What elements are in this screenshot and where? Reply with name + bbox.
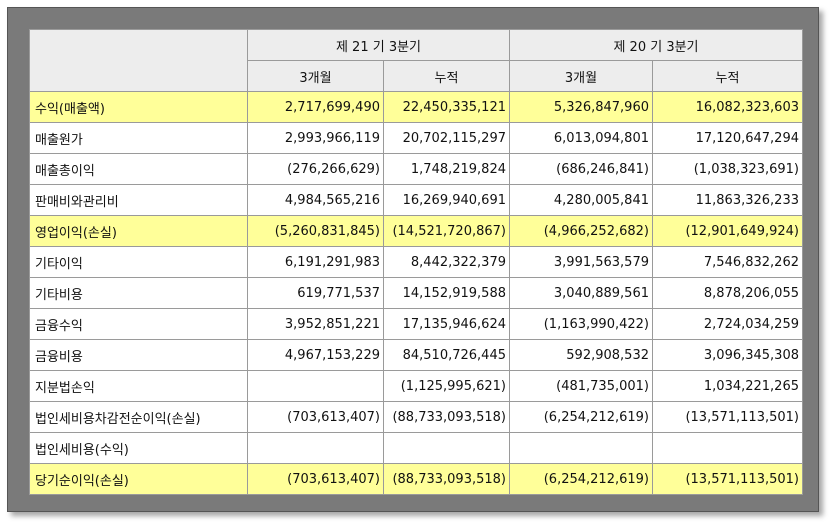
- table-row: 법인세비용차감전순이익(손실) (703,613,407) (88,733,093,…: [29, 401, 803, 433]
- prior-3m-value: (1,163,990,422): [509, 308, 653, 340]
- current-3m-value: 619,771,537: [247, 277, 384, 309]
- image-frame: 제 21 기 3분기 제 20 기 3분기 3개월 누적 3개월 누적 수익(매…: [7, 7, 819, 512]
- current-3m-value: (276,266,629): [247, 153, 384, 185]
- current-3m-value: 2,993,966,119: [247, 122, 384, 154]
- header-current-3m: 3개월: [247, 60, 384, 92]
- row-label: 법인세비용(수익): [29, 432, 248, 464]
- row-label: 지분법손익: [29, 370, 248, 402]
- prior-3m-value: (6,254,212,619): [509, 463, 653, 495]
- prior-3m-value: 3,991,563,579: [509, 246, 653, 278]
- current-3m-value: (5,260,831,845): [247, 215, 384, 247]
- current-3m-value: (703,613,407): [247, 463, 384, 495]
- current-cumulative-value: (14,521,720,867): [383, 215, 510, 247]
- current-cumulative-value: (1,125,995,621): [383, 370, 510, 402]
- prior-cumulative-value: (13,571,113,501): [652, 463, 803, 495]
- current-3m-value: [247, 370, 384, 402]
- table-row: 금융비용 4,967,153,229 84,510,726,445 592,908,5…: [29, 339, 803, 371]
- current-3m-value: 3,952,851,221: [247, 308, 384, 340]
- prior-3m-value: (4,966,252,682): [509, 215, 653, 247]
- current-cumulative-value: 84,510,726,445: [383, 339, 510, 371]
- prior-cumulative-value: 2,724,034,259: [652, 308, 803, 340]
- prior-3m-value: 4,280,005,841: [509, 184, 653, 216]
- row-label: 기타이익: [29, 246, 248, 278]
- table-row: 매출총이익 (276,266,629) 1,748,219,824 (686,246,…: [29, 153, 803, 185]
- table-row: 기타이익 6,191,291,983 8,442,322,379 3,991,563,…: [29, 246, 803, 278]
- table-row: 영업이익(손실) (5,260,831,845) (14,521,720,867)(…: [29, 215, 803, 247]
- current-cumulative-value: 20,702,115,297: [383, 122, 510, 154]
- current-3m-value: 4,967,153,229: [247, 339, 384, 371]
- prior-cumulative-value: (12,901,649,924): [652, 215, 803, 247]
- income-statement-table: 제 21 기 3분기 제 20 기 3분기 3개월 누적 3개월 누적 수익(매…: [29, 29, 803, 495]
- row-label: 법인세비용차감전순이익(손실): [29, 401, 248, 433]
- header-prior-3m: 3개월: [509, 60, 653, 92]
- row-label: 금융수익: [29, 308, 248, 340]
- row-label: 매출원가: [29, 122, 248, 154]
- table-row: 기타비용 619,771,537 14,152,919,588 3,040,889,5…: [29, 277, 803, 309]
- prior-cumulative-value: 16,082,323,603: [652, 91, 803, 123]
- current-cumulative-value: 22,450,335,121: [383, 91, 510, 123]
- prior-cumulative-value: 1,034,221,265: [652, 370, 803, 402]
- row-label: 기타비용: [29, 277, 248, 309]
- header-period-prior: 제 20 기 3분기: [509, 29, 803, 61]
- current-3m-value: 2,717,699,490: [247, 91, 384, 123]
- table-row: 법인세비용(수익): [29, 432, 803, 464]
- prior-cumulative-value: 17,120,647,294: [652, 122, 803, 154]
- prior-3m-value: [509, 432, 653, 464]
- table-body: 수익(매출액) 2,717,699,490 22,450,335,121 5,326,…: [29, 91, 803, 495]
- header-prior-cumulative: 누적: [652, 60, 803, 92]
- current-cumulative-value: (88,733,093,518): [383, 463, 510, 495]
- prior-3m-value: 5,326,847,960: [509, 91, 653, 123]
- row-label: 당기순이익(손실): [29, 463, 248, 495]
- current-cumulative-value: 8,442,322,379: [383, 246, 510, 278]
- row-label: 수익(매출액): [29, 91, 248, 123]
- prior-3m-value: (6,254,212,619): [509, 401, 653, 433]
- prior-3m-value: (481,735,001): [509, 370, 653, 402]
- prior-3m-value: (686,246,841): [509, 153, 653, 185]
- prior-cumulative-value: 7,546,832,262: [652, 246, 803, 278]
- prior-cumulative-value: (1,038,323,691): [652, 153, 803, 185]
- current-cumulative-value: 17,135,946,624: [383, 308, 510, 340]
- prior-3m-value: 3,040,889,561: [509, 277, 653, 309]
- table-row: 지분법손익 (1,125,995,621) (481,735,001) 1,034,2…: [29, 370, 803, 402]
- current-3m-value: (703,613,407): [247, 401, 384, 433]
- current-3m-value: [247, 432, 384, 464]
- prior-3m-value: 592,908,532: [509, 339, 653, 371]
- header-row-periods: 제 21 기 3분기 제 20 기 3분기: [29, 29, 803, 92]
- table-row: 수익(매출액) 2,717,699,490 22,450,335,121 5,326,…: [29, 91, 803, 123]
- row-label: 금융비용: [29, 339, 248, 371]
- table-row: 판매비와관리비 4,984,565,216 16,269,940,691 4,280,…: [29, 184, 803, 216]
- prior-cumulative-value: (13,571,113,501): [652, 401, 803, 433]
- prior-3m-value: 6,013,094,801: [509, 122, 653, 154]
- current-cumulative-value: (88,733,093,518): [383, 401, 510, 433]
- table-row: 당기순이익(손실) (703,613,407) (88,733,093,518) (6…: [29, 463, 803, 495]
- table-row: 매출원가 2,993,966,119 20,702,115,297 6,013,094…: [29, 122, 803, 154]
- current-3m-value: 4,984,565,216: [247, 184, 384, 216]
- prior-cumulative-value: [652, 432, 803, 464]
- header-corner-cell: [29, 29, 248, 92]
- row-label: 판매비와관리비: [29, 184, 248, 216]
- header-current-cumulative: 누적: [383, 60, 510, 92]
- header-row-subperiods: 3개월 누적 3개월 누적: [30, 60, 803, 92]
- current-cumulative-value: [383, 432, 510, 464]
- current-cumulative-value: 16,269,940,691: [383, 184, 510, 216]
- prior-cumulative-value: 3,096,345,308: [652, 339, 803, 371]
- row-label: 매출총이익: [29, 153, 248, 185]
- current-cumulative-value: 1,748,219,824: [383, 153, 510, 185]
- table-row: 금융수익 3,952,851,221 17,135,946,624 (1,163,99…: [29, 308, 803, 340]
- current-3m-value: 6,191,291,983: [247, 246, 384, 278]
- header-period-current: 제 21 기 3분기: [247, 29, 510, 61]
- prior-cumulative-value: 8,878,206,055: [652, 277, 803, 309]
- row-label: 영업이익(손실): [29, 215, 248, 247]
- current-cumulative-value: 14,152,919,588: [383, 277, 510, 309]
- prior-cumulative-value: 11,863,326,233: [652, 184, 803, 216]
